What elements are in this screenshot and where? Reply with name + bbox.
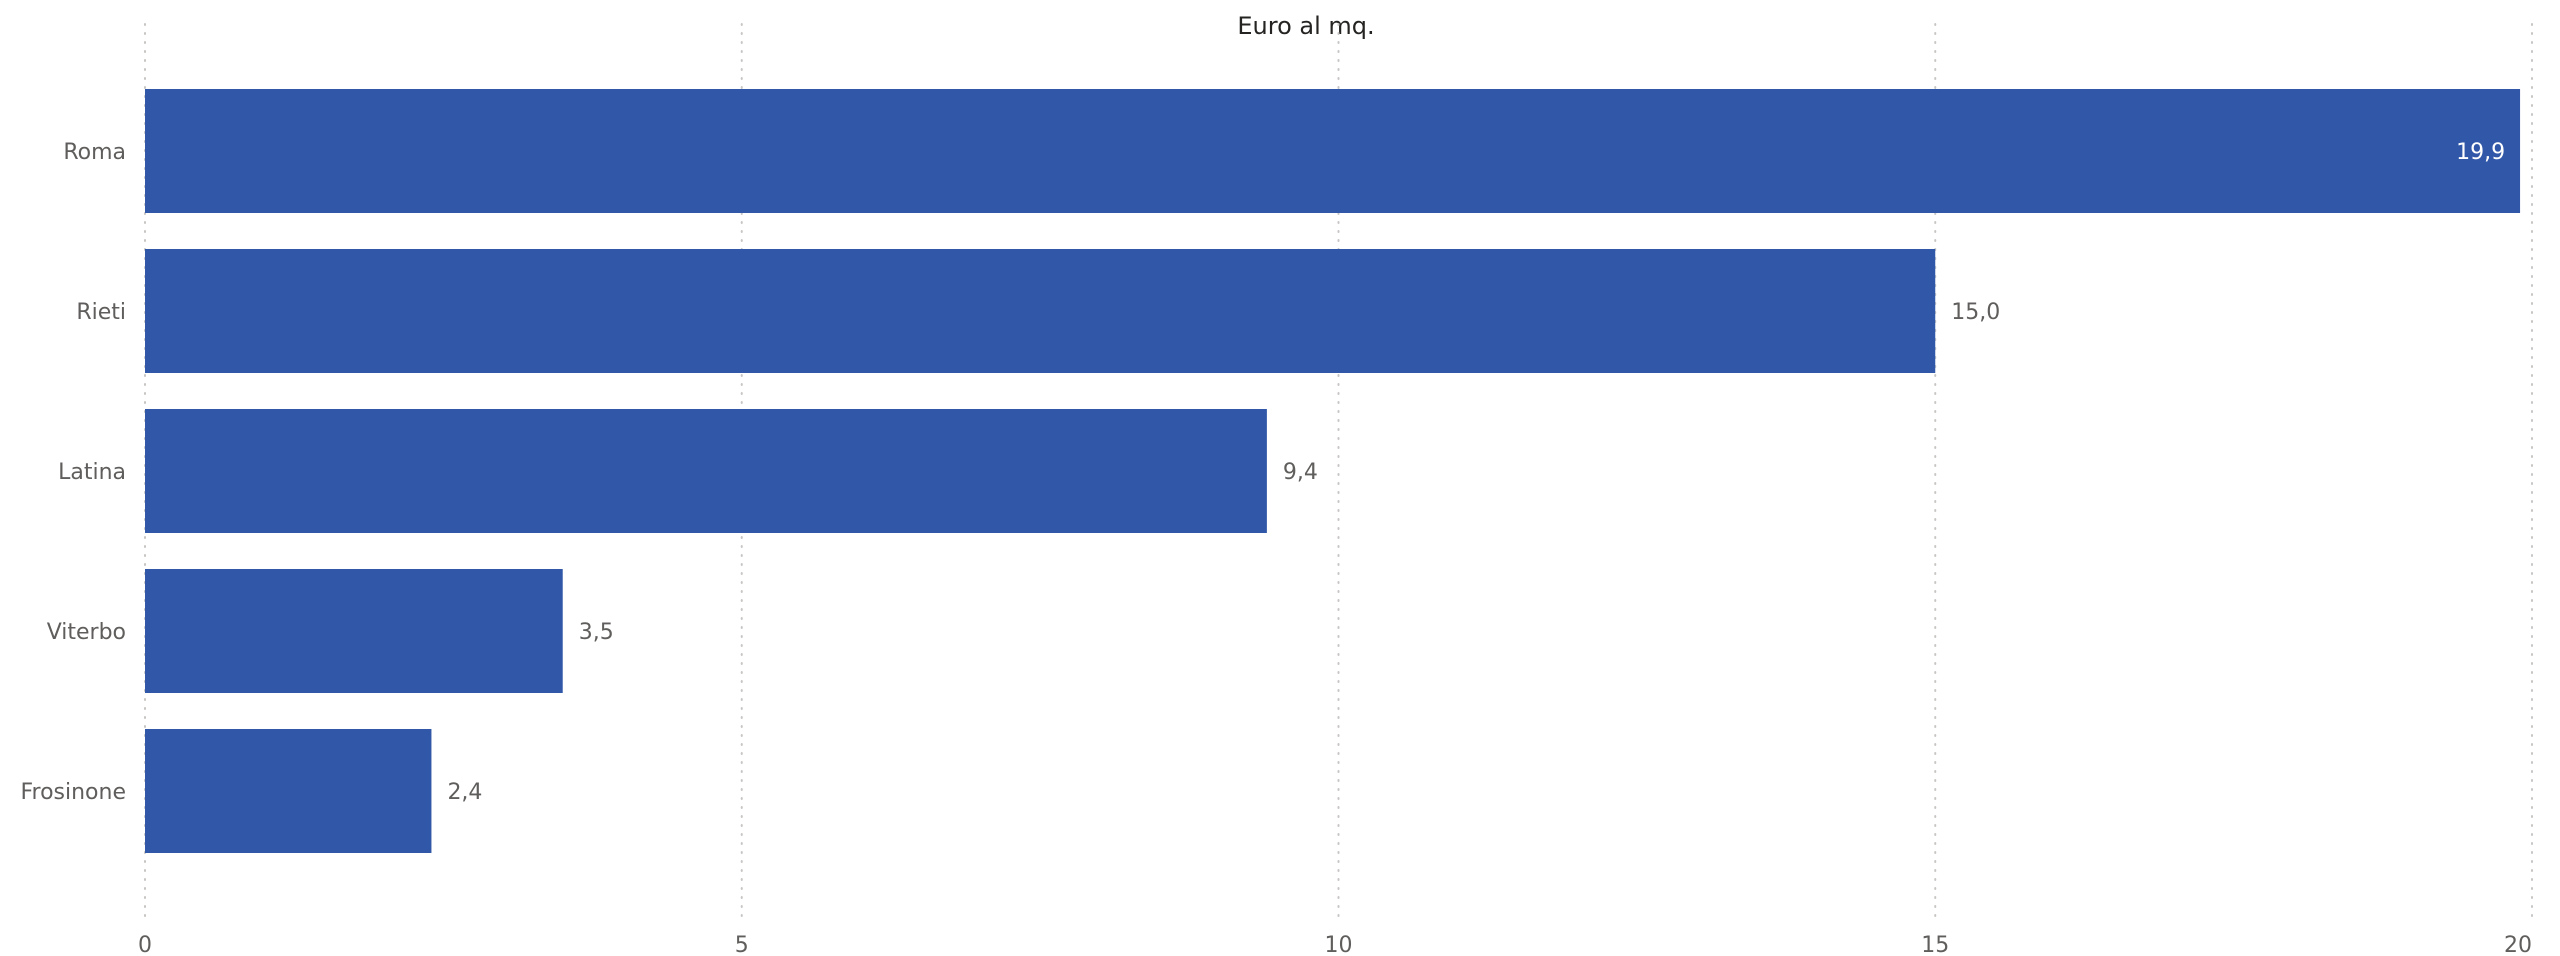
category-label: Rieti <box>76 300 126 325</box>
data-label: 2,4 <box>447 780 482 805</box>
data-label: 9,4 <box>1283 460 1318 485</box>
x-axis-tick-labels: 0 5 10 15 20 <box>138 933 2532 956</box>
data-label: 3,5 <box>579 620 614 645</box>
bar-frosinone <box>145 729 432 853</box>
bars <box>145 89 2521 853</box>
data-labels: 19,9 15,0 9,4 3,5 2,4 <box>447 140 2505 805</box>
bar-latina <box>145 409 1267 533</box>
category-label: Viterbo <box>47 620 126 645</box>
chart-title: Euro al mq. <box>1237 12 1374 40</box>
category-label: Latina <box>58 460 126 485</box>
category-label: Frosinone <box>20 780 126 805</box>
x-tick-label: 15 <box>1921 933 1949 956</box>
bar-roma <box>145 89 2521 213</box>
category-labels: Roma Rieti Latina Viterbo Frosinone <box>20 140 126 805</box>
bar-viterbo <box>145 569 563 693</box>
x-tick-label: 0 <box>138 933 152 956</box>
x-tick-label: 10 <box>1325 933 1353 956</box>
data-label: 15,0 <box>1951 300 2000 325</box>
category-label: Roma <box>63 140 126 165</box>
x-tick-label: 20 <box>2504 933 2532 956</box>
data-label: 19,9 <box>2456 140 2505 165</box>
bar-rieti <box>145 249 1936 373</box>
x-tick-label: 5 <box>735 933 749 956</box>
